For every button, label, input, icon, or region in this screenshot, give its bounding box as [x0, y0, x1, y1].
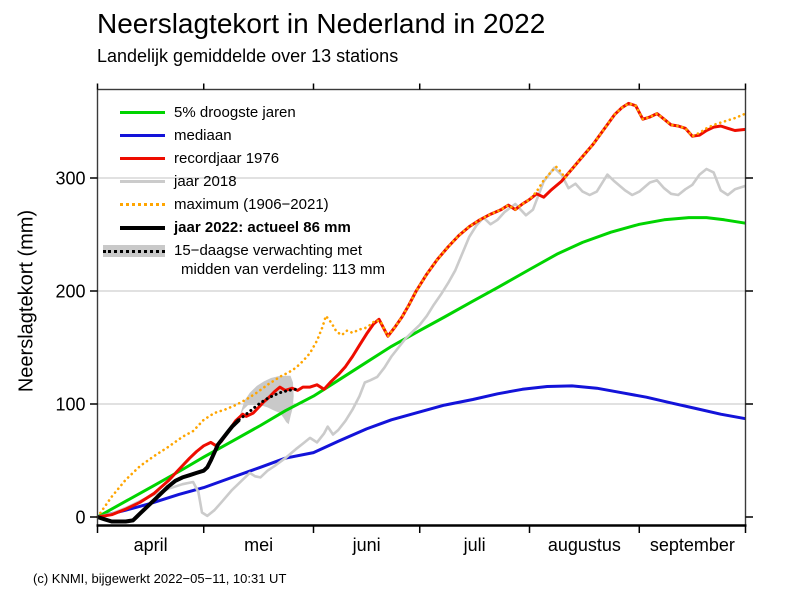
legend-item-2: mediaan [103, 124, 385, 147]
series-line-15-daagse-verwachting-midden-van-verdeling-113-mm [237, 387, 298, 422]
line-sample-icon [120, 203, 165, 206]
x-tick-label-juni: juni [352, 535, 381, 555]
series-line-5-droogste-jaren [96, 216, 746, 519]
legend-label: maximum (1906−2021) [174, 196, 329, 213]
legend: 5% droogste jaren mediaan recordjaar 1976 j… [103, 101, 385, 279]
legend-swatch [103, 180, 165, 183]
y-tick-label: 0 [75, 508, 85, 528]
legend-label: jaar 2022: actueel 86 mm [174, 219, 351, 236]
legend-item-3: recordjaar 1976 [103, 147, 385, 170]
x-tick-label-mei: mei [244, 535, 273, 555]
series-line-jaar-2018 [97, 166, 746, 519]
legend-swatch [103, 157, 165, 160]
line-sample-icon [120, 225, 165, 230]
legend-label: jaar 2018 [174, 173, 237, 190]
y-tick-label: 300 [55, 169, 85, 189]
page-title: Neerslagtekort in Nederland in 2022 [97, 8, 546, 39]
legend-label: recordjaar 1976 [174, 150, 280, 167]
series-line-mediaan [97, 384, 746, 519]
series-line-maximum-1906-2021- [96, 102, 747, 519]
legend-swatch [103, 111, 165, 114]
legend-item-1: 5% droogste jaren [103, 101, 385, 124]
forecast-band-swatch [103, 245, 165, 257]
dotted-line-icon [103, 249, 165, 253]
x-tick-label-april: april [134, 535, 168, 555]
line-sample-icon [120, 157, 165, 160]
y-axis-title: Neerslagtekort (mm) [15, 209, 38, 393]
copyright-credit: (c) KNMI, bijgewerkt 2022−05−11, 10:31 U… [33, 571, 287, 586]
legend-swatch [103, 241, 165, 257]
legend-item-6: jaar 2022: actueel 86 mm [103, 216, 385, 239]
legend-swatch [103, 134, 165, 137]
page-subtitle: Landelijk gemiddelde over 13 stations [97, 46, 399, 66]
legend-swatch [103, 225, 165, 230]
y-tick-label: 100 [55, 395, 85, 415]
line-sample-icon [120, 134, 165, 137]
line-sample-icon [120, 111, 165, 114]
x-tick-label-juli: juli [463, 535, 486, 555]
legend-swatch [103, 203, 165, 206]
series-line-jaar-2022-actueel-86-mm [96, 418, 241, 524]
y-tick-label: 200 [55, 282, 85, 302]
legend-item-4: jaar 2018 [103, 170, 385, 193]
legend-item-7: 15−daagse verwachting met midden van verd… [103, 241, 385, 279]
line-sample-icon [120, 180, 165, 183]
legend-label: 5% droogste jaren [174, 104, 296, 121]
x-tick-label-augustus: augustus [548, 535, 621, 555]
x-tick-label-september: september [650, 535, 735, 555]
legend-label: mediaan [174, 127, 232, 144]
legend-label: 15−daagse verwachting met midden van verd… [174, 242, 385, 278]
legend-item-5: maximum (1906−2021) [103, 193, 385, 216]
